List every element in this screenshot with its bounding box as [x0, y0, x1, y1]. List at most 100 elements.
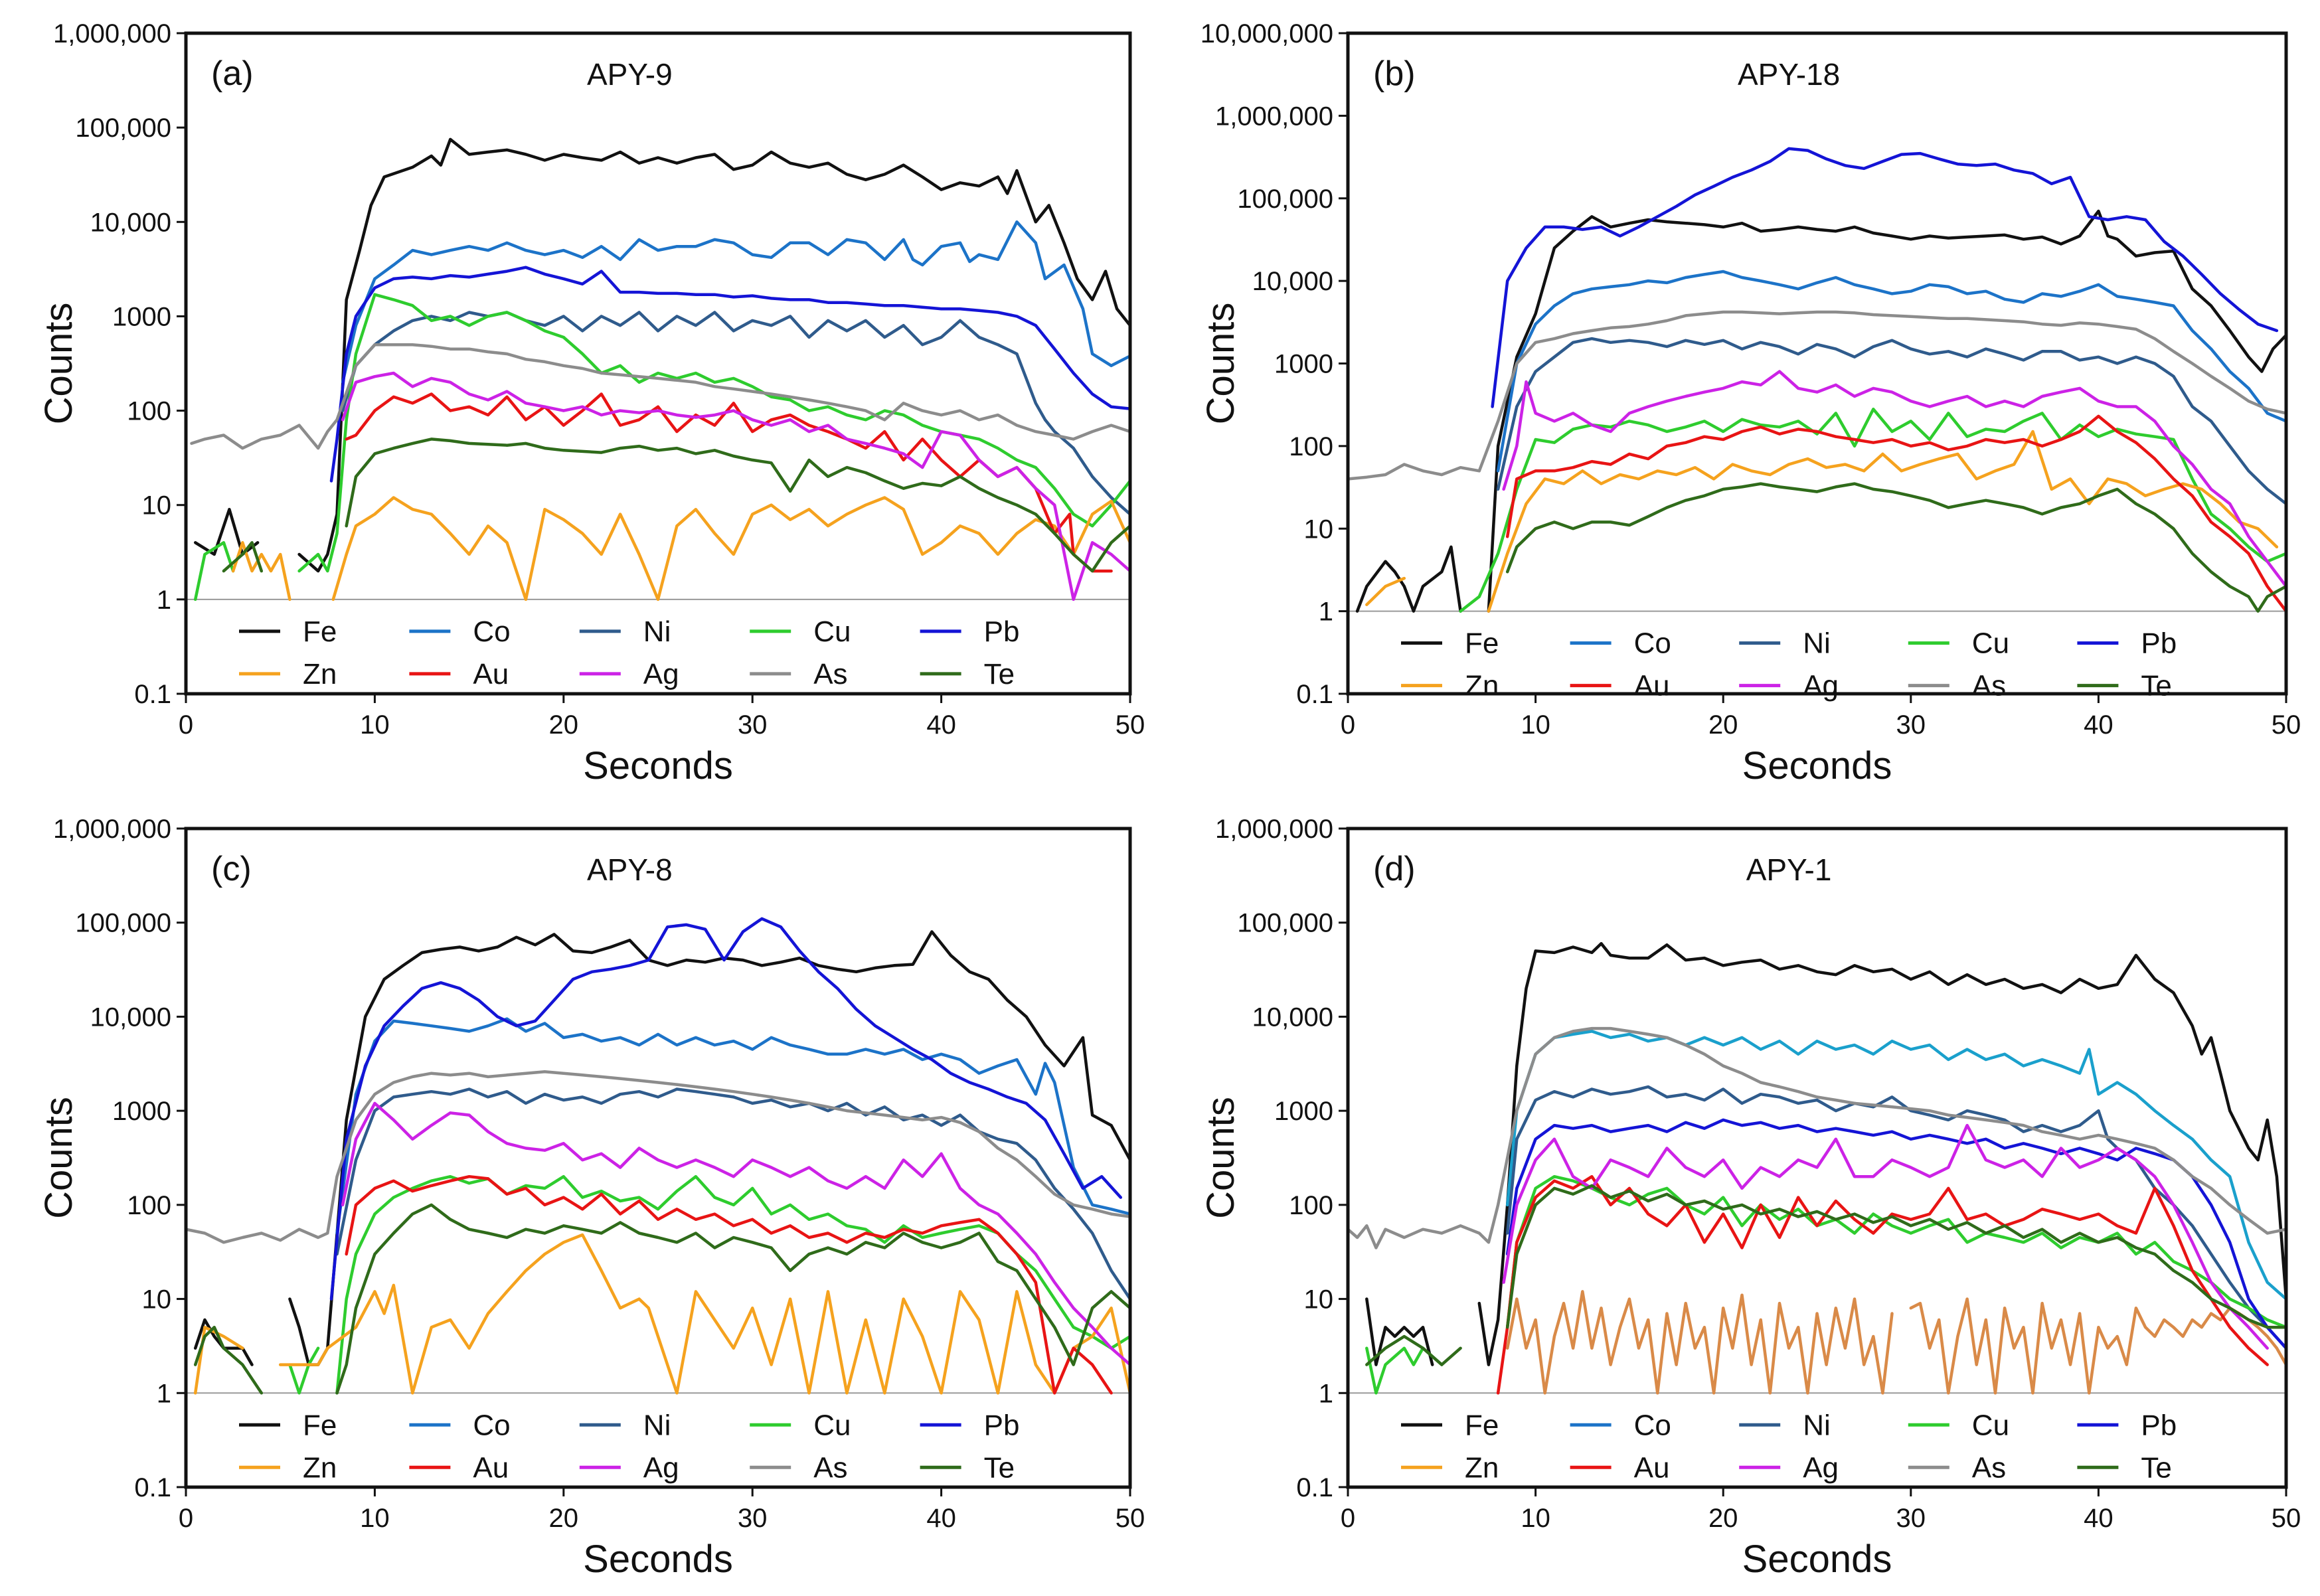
panel-label: (c)	[211, 850, 252, 888]
legend: Fe Co Ni Cu Pb Zn Au Ag As Te	[239, 1409, 1019, 1484]
legend-label-cu: Cu	[813, 615, 851, 648]
plot-area	[1348, 941, 2286, 1395]
x-axis-title: Seconds	[583, 1538, 733, 1581]
series-line-ni	[341, 311, 1130, 516]
legend-label-co: Co	[1634, 627, 1671, 660]
y-tick-label: 100	[1289, 432, 1333, 461]
series-line-ag	[1502, 1123, 2269, 1350]
series-line-cu	[335, 1174, 1130, 1395]
x-tick-label: 50	[1116, 1504, 1145, 1533]
legend-label-au: Au	[473, 658, 509, 690]
legend-label-pb: Pb	[2141, 627, 2177, 660]
series-line-cu	[193, 541, 235, 601]
legend-label-au: Au	[473, 1451, 509, 1484]
legend-label-zn: Zn	[303, 1451, 337, 1484]
y-tick-label: 10,000	[90, 208, 171, 237]
x-axis-title: Seconds	[583, 744, 733, 787]
legend-label-zn: Zn	[303, 658, 337, 690]
series-line-as	[186, 1070, 1130, 1244]
x-tick-label: 0	[179, 1504, 193, 1533]
y-tick-label: 10,000,000	[1201, 19, 1333, 48]
series-line-zn	[331, 496, 1130, 601]
series-line-co	[1496, 270, 2286, 473]
x-tick-label: 10	[360, 710, 390, 740]
legend-label-te: Te	[984, 658, 1015, 690]
y-tick-label: 1,000,000	[53, 815, 171, 844]
y-tick-label: 0.1	[1296, 680, 1333, 709]
legend-label-zn: Zn	[1465, 670, 1499, 702]
series-line-te	[345, 438, 1130, 573]
y-tick-label: 10	[142, 491, 172, 520]
series-line-pb	[329, 917, 1123, 1301]
panel-title: APY-9	[587, 57, 673, 92]
legend-label-au: Au	[1634, 1451, 1670, 1484]
legend: Fe Co Ni Cu Pb Zn Au Ag As Te	[1401, 1409, 2177, 1484]
series-line-au	[1505, 414, 2286, 613]
series-line-fe	[1355, 545, 1462, 613]
legend-label-ag: Ag	[1803, 670, 1839, 702]
y-tick-label: 10,000	[1252, 267, 1333, 296]
series-line-ni	[1505, 1085, 2286, 1350]
series-line-te	[193, 1325, 264, 1395]
legend-label-co: Co	[473, 1409, 510, 1441]
x-tick-label: 10	[1521, 710, 1550, 740]
series-line-fe	[1365, 1297, 1434, 1366]
series-line-co_d	[1505, 1030, 2286, 1301]
legend-label-te: Te	[2141, 670, 2171, 702]
legend-label-ni: Ni	[1803, 627, 1831, 660]
legend-label-te: Te	[2141, 1451, 2171, 1484]
legend-label-pb: Pb	[984, 615, 1020, 648]
series-line-cu	[1505, 1174, 2286, 1329]
legend-label-co: Co	[1634, 1409, 1671, 1441]
series-line-fe	[1477, 941, 2286, 1366]
series-line-ni	[1496, 337, 2286, 506]
y-tick-label: 1,000,000	[1215, 815, 1333, 844]
x-tick-label: 30	[1896, 710, 1926, 740]
legend-label-pb: Pb	[2141, 1409, 2177, 1441]
series-line-zn_d	[1505, 1290, 1894, 1395]
series-line-cu	[288, 1346, 320, 1395]
series-line-cu	[1459, 408, 2286, 613]
y-tick-label: 10	[1304, 515, 1334, 544]
series-line-pb	[1505, 1118, 2286, 1350]
y-tick-label: 10	[1304, 1285, 1334, 1315]
y-tick-label: 1	[1319, 598, 1333, 627]
series-line-pb	[1491, 147, 2279, 408]
x-tick-label: 40	[926, 1504, 956, 1533]
y-tick-label: 100,000	[1237, 909, 1333, 938]
y-tick-label: 1	[157, 586, 171, 615]
legend-label-cu: Cu	[813, 1409, 851, 1441]
series-line-ag	[341, 371, 1130, 601]
legend-label-ag: Ag	[643, 1451, 679, 1484]
series-line-as	[1348, 310, 2286, 481]
y-tick-label: 100	[1289, 1191, 1333, 1220]
x-tick-label: 10	[1521, 1504, 1550, 1533]
series-line-zn	[193, 1325, 244, 1395]
panel-title: APY-8	[587, 852, 673, 887]
legend-label-ag: Ag	[1803, 1451, 1839, 1484]
series-line-zn	[1487, 430, 2279, 613]
legend-label-fe: Fe	[1465, 627, 1499, 660]
plot-frame	[1346, 31, 2288, 696]
series-line-co	[341, 220, 1130, 384]
y-axis-title: Counts	[1199, 1097, 1242, 1219]
y-axis-title: Counts	[1199, 303, 1242, 425]
legend-label-cu: Cu	[1972, 1409, 2009, 1441]
legend-label-co: Co	[473, 615, 510, 648]
legend-label-as: As	[1972, 670, 2006, 702]
panel-title: APY-18	[1738, 57, 1840, 92]
plot-frame	[184, 827, 1132, 1489]
y-tick-label: 100	[127, 1191, 171, 1220]
legend-label-ni: Ni	[643, 1409, 671, 1441]
series-line-pb	[329, 266, 1130, 483]
series-line-te	[1505, 482, 2286, 613]
x-tick-label: 30	[738, 1504, 768, 1533]
y-axis-title: Counts	[37, 1097, 80, 1219]
series-line-as	[190, 343, 1130, 450]
y-tick-label: 10,000	[1252, 1002, 1333, 1032]
panel-title: APY-1	[1746, 852, 1832, 887]
legend-label-au: Au	[1634, 670, 1670, 702]
y-tick-label: 1000	[112, 1097, 171, 1126]
x-tick-label: 40	[2084, 1504, 2113, 1533]
y-tick-label: 1000	[1274, 350, 1333, 379]
